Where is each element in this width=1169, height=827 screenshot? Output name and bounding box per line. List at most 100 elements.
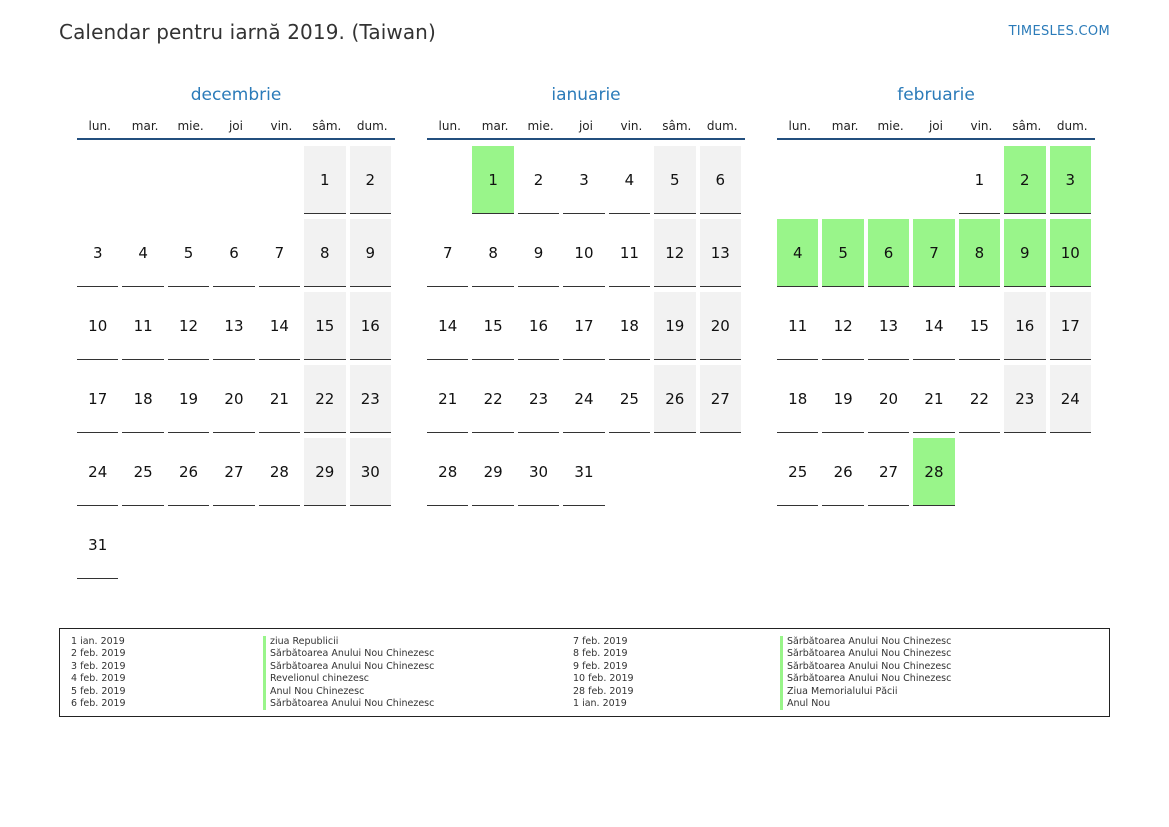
weekday-label: joi [228,119,243,133]
day-cell: 24 [563,365,605,433]
day-cell: 23 [517,365,560,433]
day-cell: 23 [349,365,391,433]
day-cell: 31 [563,438,605,506]
day-cell: 20 [213,365,255,433]
legend-holiday-name: Sărbătoarea Anului Nou Chinezesc [780,673,951,686]
legend-names-right: Sărbătoarea Anului Nou Chinezesc Sărbătoa… [780,636,951,711]
day-cell-holiday: 2 [1004,146,1046,214]
page-title: Calendar pentru iarnă 2019. (Taiwan) [59,20,436,44]
weekday-label: mie. [877,119,904,133]
day-cell-holiday: 28 [913,438,955,506]
day-cell-holiday: 3 [1049,146,1091,214]
day-cell: 20 [867,365,910,433]
day-cell: 16 [517,292,560,360]
day-cell: 21 [258,365,301,433]
legend-names-left: ziua Republicii Sărbătoarea Anului Nou Ch… [263,636,434,711]
day-cell: 22 [304,365,346,433]
month-name: decembrie [190,85,282,105]
day-cell: 12 [167,292,210,360]
day-cell: 25 [777,438,819,506]
day-cell-holiday: 4 [777,219,819,287]
legend-holiday-name: Sărbătoarea Anului Nou Chinezesc [263,698,434,711]
day-cell: 30 [349,438,391,506]
day-cell-holiday: 8 [958,219,1001,287]
weekday-label: joi [928,119,943,133]
day-cell: 20 [699,292,741,360]
day-cell: 29 [304,438,346,506]
day-cell: 31 [77,511,119,579]
day-grid: 1 2 3 4 5 6 7 8 9 10 11 12 13 14 15 16 17 18 19 20 21 22 23 24 2… [77,146,395,579]
day-cell: 13 [213,292,255,360]
weekday-label: sâm. [662,119,692,133]
day-cell: 4 [608,146,651,214]
day-cell: 10 [563,219,605,287]
day-cell: 10 [77,292,119,360]
legend-holiday-name: Sărbătoarea Anului Nou Chinezesc [780,660,951,674]
weekday-header: lun. mar. mie. joi vin. sâm. dum. [77,108,395,140]
weekday-label: mie. [527,119,554,133]
day-cell: 13 [699,219,741,287]
day-cell: 17 [1049,292,1091,360]
day-cell: 26 [654,365,696,433]
day-cell: 15 [958,292,1001,360]
day-cell: 19 [654,292,696,360]
weekday-label: joi [578,119,593,133]
site-link[interactable]: TIMESLES.COM [1008,24,1110,39]
day-cell-holiday: 5 [822,219,864,287]
empty-cell [777,146,818,214]
day-cell: 8 [472,219,514,287]
weekday-label: vin. [270,119,293,133]
day-cell-holiday: 6 [867,219,910,287]
legend-date: 10 feb. 2019 [573,673,634,685]
day-cell: 14 [913,292,955,360]
weekday-label: sâm. [312,119,342,133]
day-cell: 6 [213,219,255,287]
empty-cell [122,146,163,214]
day-cell: 24 [77,438,119,506]
day-cell: 28 [258,438,301,506]
weekday-label: sâm. [1012,119,1042,133]
day-cell: 7 [258,219,301,287]
day-cell: 1 [958,146,1001,214]
weekday-header: lun. mar. mie. joi vin. sâm. dum. [427,108,745,140]
day-cell: 11 [122,292,164,360]
day-cell: 26 [167,438,210,506]
day-cell: 18 [122,365,164,433]
empty-cell [868,146,909,214]
legend-date: 1 ian. 2019 [71,636,125,647]
legend-date: 7 feb. 2019 [573,636,628,647]
empty-cell [822,146,863,214]
day-cell: 3 [77,219,119,287]
day-cell: 29 [472,438,514,506]
day-cell: 8 [304,219,346,287]
legend-date: 5 feb. 2019 [71,685,126,697]
weekday-label: dum. [356,119,388,133]
empty-cell [213,146,254,214]
weekday-label: mar. [831,119,859,133]
legend-dates-left: 1 ian. 2019 2 feb. 2019 3 feb. 2019 4 feb. … [71,636,126,710]
day-cell: 22 [472,365,514,433]
legend-date: 1 ian. 2019 [573,698,627,710]
empty-cell [259,146,300,214]
day-cell: 21 [427,365,469,433]
day-cell: 6 [699,146,741,214]
day-cell: 19 [822,365,864,433]
legend-date: 2 feb. 2019 [71,648,126,660]
day-cell-holiday: 9 [1004,219,1046,287]
day-cell: 16 [1004,292,1046,360]
weekday-header: lun. mar. mie. joi vin. sâm. dum. [777,108,1095,140]
month-name: februarie [897,85,975,105]
day-cell: 11 [608,219,651,287]
day-cell: 15 [304,292,346,360]
legend-date: 28 feb. 2019 [573,685,634,697]
day-cell: 14 [258,292,301,360]
day-cell: 28 [427,438,469,506]
weekday-label: mie. [177,119,204,133]
day-cell: 27 [213,438,255,506]
legend-holiday-name: Ziua Memorialului Păcii [780,685,951,699]
day-cell: 27 [867,438,910,506]
legend-holiday-name: Sărbătoarea Anului Nou Chinezesc [263,660,434,674]
legend-holiday-name: Anul Nou Chinezesc [263,685,434,699]
weekday-label: vin. [620,119,643,133]
